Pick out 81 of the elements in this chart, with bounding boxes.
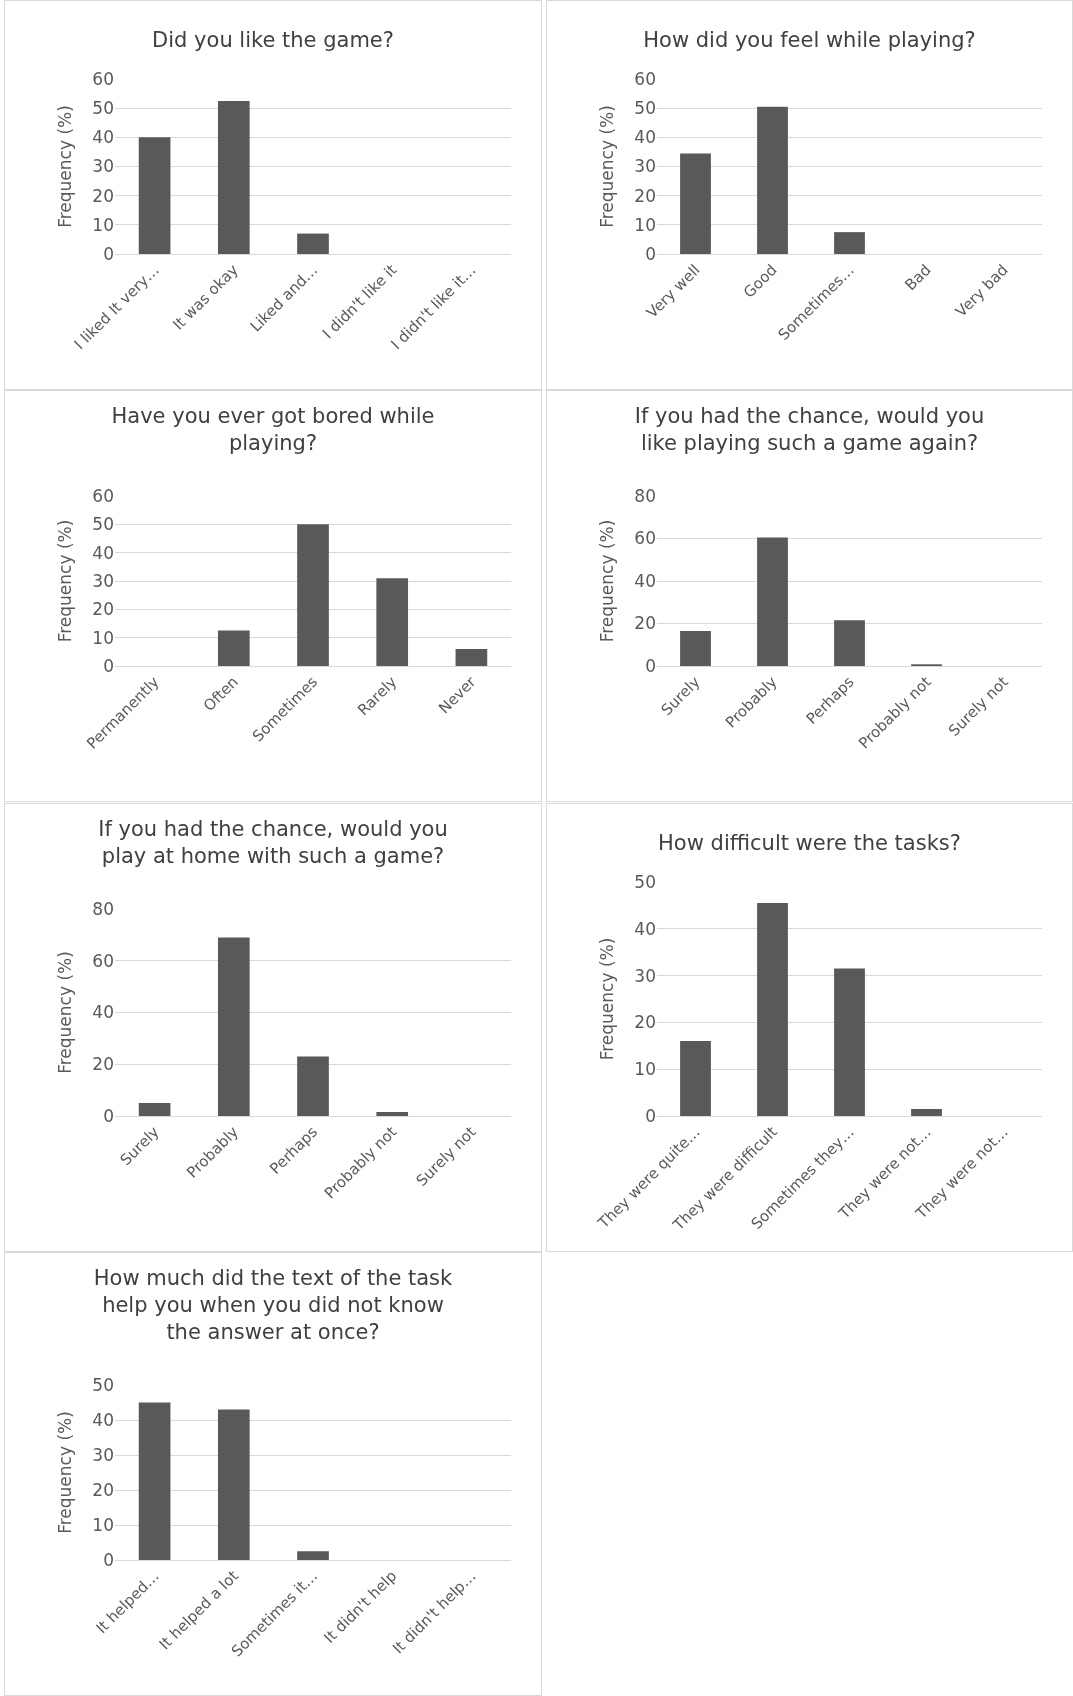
y-tick-label: 50 <box>634 98 656 119</box>
bar <box>834 232 865 254</box>
y-tick-label: 50 <box>92 98 114 119</box>
y-tick-label: 20 <box>92 1479 114 1500</box>
bar <box>911 1108 942 1116</box>
y-tick-label: 10 <box>634 214 656 235</box>
y-tick-label: 20 <box>634 185 656 206</box>
y-tick-label: 20 <box>634 1012 656 1033</box>
y-tick-label: 60 <box>92 485 114 506</box>
y-tick-label: 20 <box>92 185 114 206</box>
y-tick-label: 40 <box>634 127 656 148</box>
bar <box>297 524 329 666</box>
chart-title: Have you ever got bored while playing? <box>111 403 435 455</box>
bar <box>217 100 250 254</box>
bar <box>217 937 250 1116</box>
y-tick-label: 30 <box>634 965 656 986</box>
y-axis-title: Frequency (%) <box>55 951 75 1074</box>
bar <box>297 233 329 254</box>
chart-title: Did you like the game? <box>152 28 394 53</box>
bar <box>297 1056 329 1116</box>
y-tick-label: 40 <box>92 1002 114 1023</box>
bar <box>376 1112 409 1116</box>
y-tick-label: 60 <box>92 950 114 971</box>
bar <box>297 1551 329 1560</box>
y-tick-label: 40 <box>92 1409 114 1430</box>
y-axis-title: Frequency (%) <box>55 519 75 643</box>
bar <box>680 153 711 254</box>
y-tick-label: 50 <box>634 871 656 892</box>
bar <box>217 630 250 666</box>
y-tick-label: 40 <box>634 570 656 591</box>
bar <box>834 968 865 1116</box>
y-tick-label: 0 <box>645 655 656 676</box>
y-tick-label: 40 <box>92 127 114 148</box>
y-tick-label: 60 <box>634 68 656 89</box>
bar <box>757 537 788 666</box>
y-tick-label: 0 <box>103 1549 114 1570</box>
y-tick-label: 0 <box>103 243 114 264</box>
y-tick-label: 80 <box>92 898 114 919</box>
y-tick-label: 30 <box>92 156 114 177</box>
bar <box>680 630 711 666</box>
y-tick-label: 10 <box>634 1059 656 1080</box>
y-axis-title: Frequency (%) <box>597 519 617 643</box>
bar <box>680 1041 711 1116</box>
y-tick-label: 10 <box>92 1514 114 1535</box>
y-tick-label: 50 <box>92 514 114 535</box>
y-tick-label: 0 <box>645 1105 656 1126</box>
y-tick-label: 10 <box>92 214 114 235</box>
y-tick-label: 30 <box>92 570 114 591</box>
y-tick-label: 0 <box>103 655 114 676</box>
y-axis-title: Frequency (%) <box>55 105 75 228</box>
bar <box>138 1402 171 1560</box>
y-tick-label: 20 <box>92 599 114 620</box>
y-tick-label: 60 <box>634 528 656 549</box>
y-tick-label: 20 <box>634 613 656 634</box>
bar <box>834 620 865 666</box>
y-axis-title: Frequency (%) <box>55 1411 75 1534</box>
chart-title: If you had the chance, would you play at home with such a game? <box>98 816 448 868</box>
y-tick-label: 0 <box>103 1105 114 1126</box>
chart-title: If you had the chance, would you like playing such a game again? <box>634 403 985 455</box>
y-tick-label: 50 <box>92 1374 114 1395</box>
y-tick-label: 40 <box>634 918 656 939</box>
y-tick-label: 0 <box>645 243 656 264</box>
bar <box>217 1409 250 1560</box>
y-tick-label: 10 <box>92 627 114 648</box>
bar <box>376 578 409 666</box>
y-tick-label: 80 <box>634 485 656 506</box>
y-axis-title: Frequency (%) <box>597 105 617 228</box>
bar <box>757 903 788 1116</box>
y-tick-label: 20 <box>92 1054 114 1075</box>
y-tick-label: 30 <box>634 156 656 177</box>
y-tick-label: 40 <box>92 542 114 563</box>
bar <box>138 137 171 254</box>
chart-title: How difficult were the tasks? <box>658 831 961 856</box>
bar <box>138 1103 171 1116</box>
bar <box>455 649 488 666</box>
y-tick-label: 30 <box>92 1444 114 1465</box>
bar <box>757 106 788 254</box>
y-tick-label: 60 <box>92 68 114 89</box>
chart-title: How did you feel while playing? <box>643 28 976 53</box>
y-axis-title: Frequency (%) <box>597 937 617 1061</box>
chart-title: How much did the text of the task help you when you did not know the answer at once? <box>93 1265 454 1345</box>
